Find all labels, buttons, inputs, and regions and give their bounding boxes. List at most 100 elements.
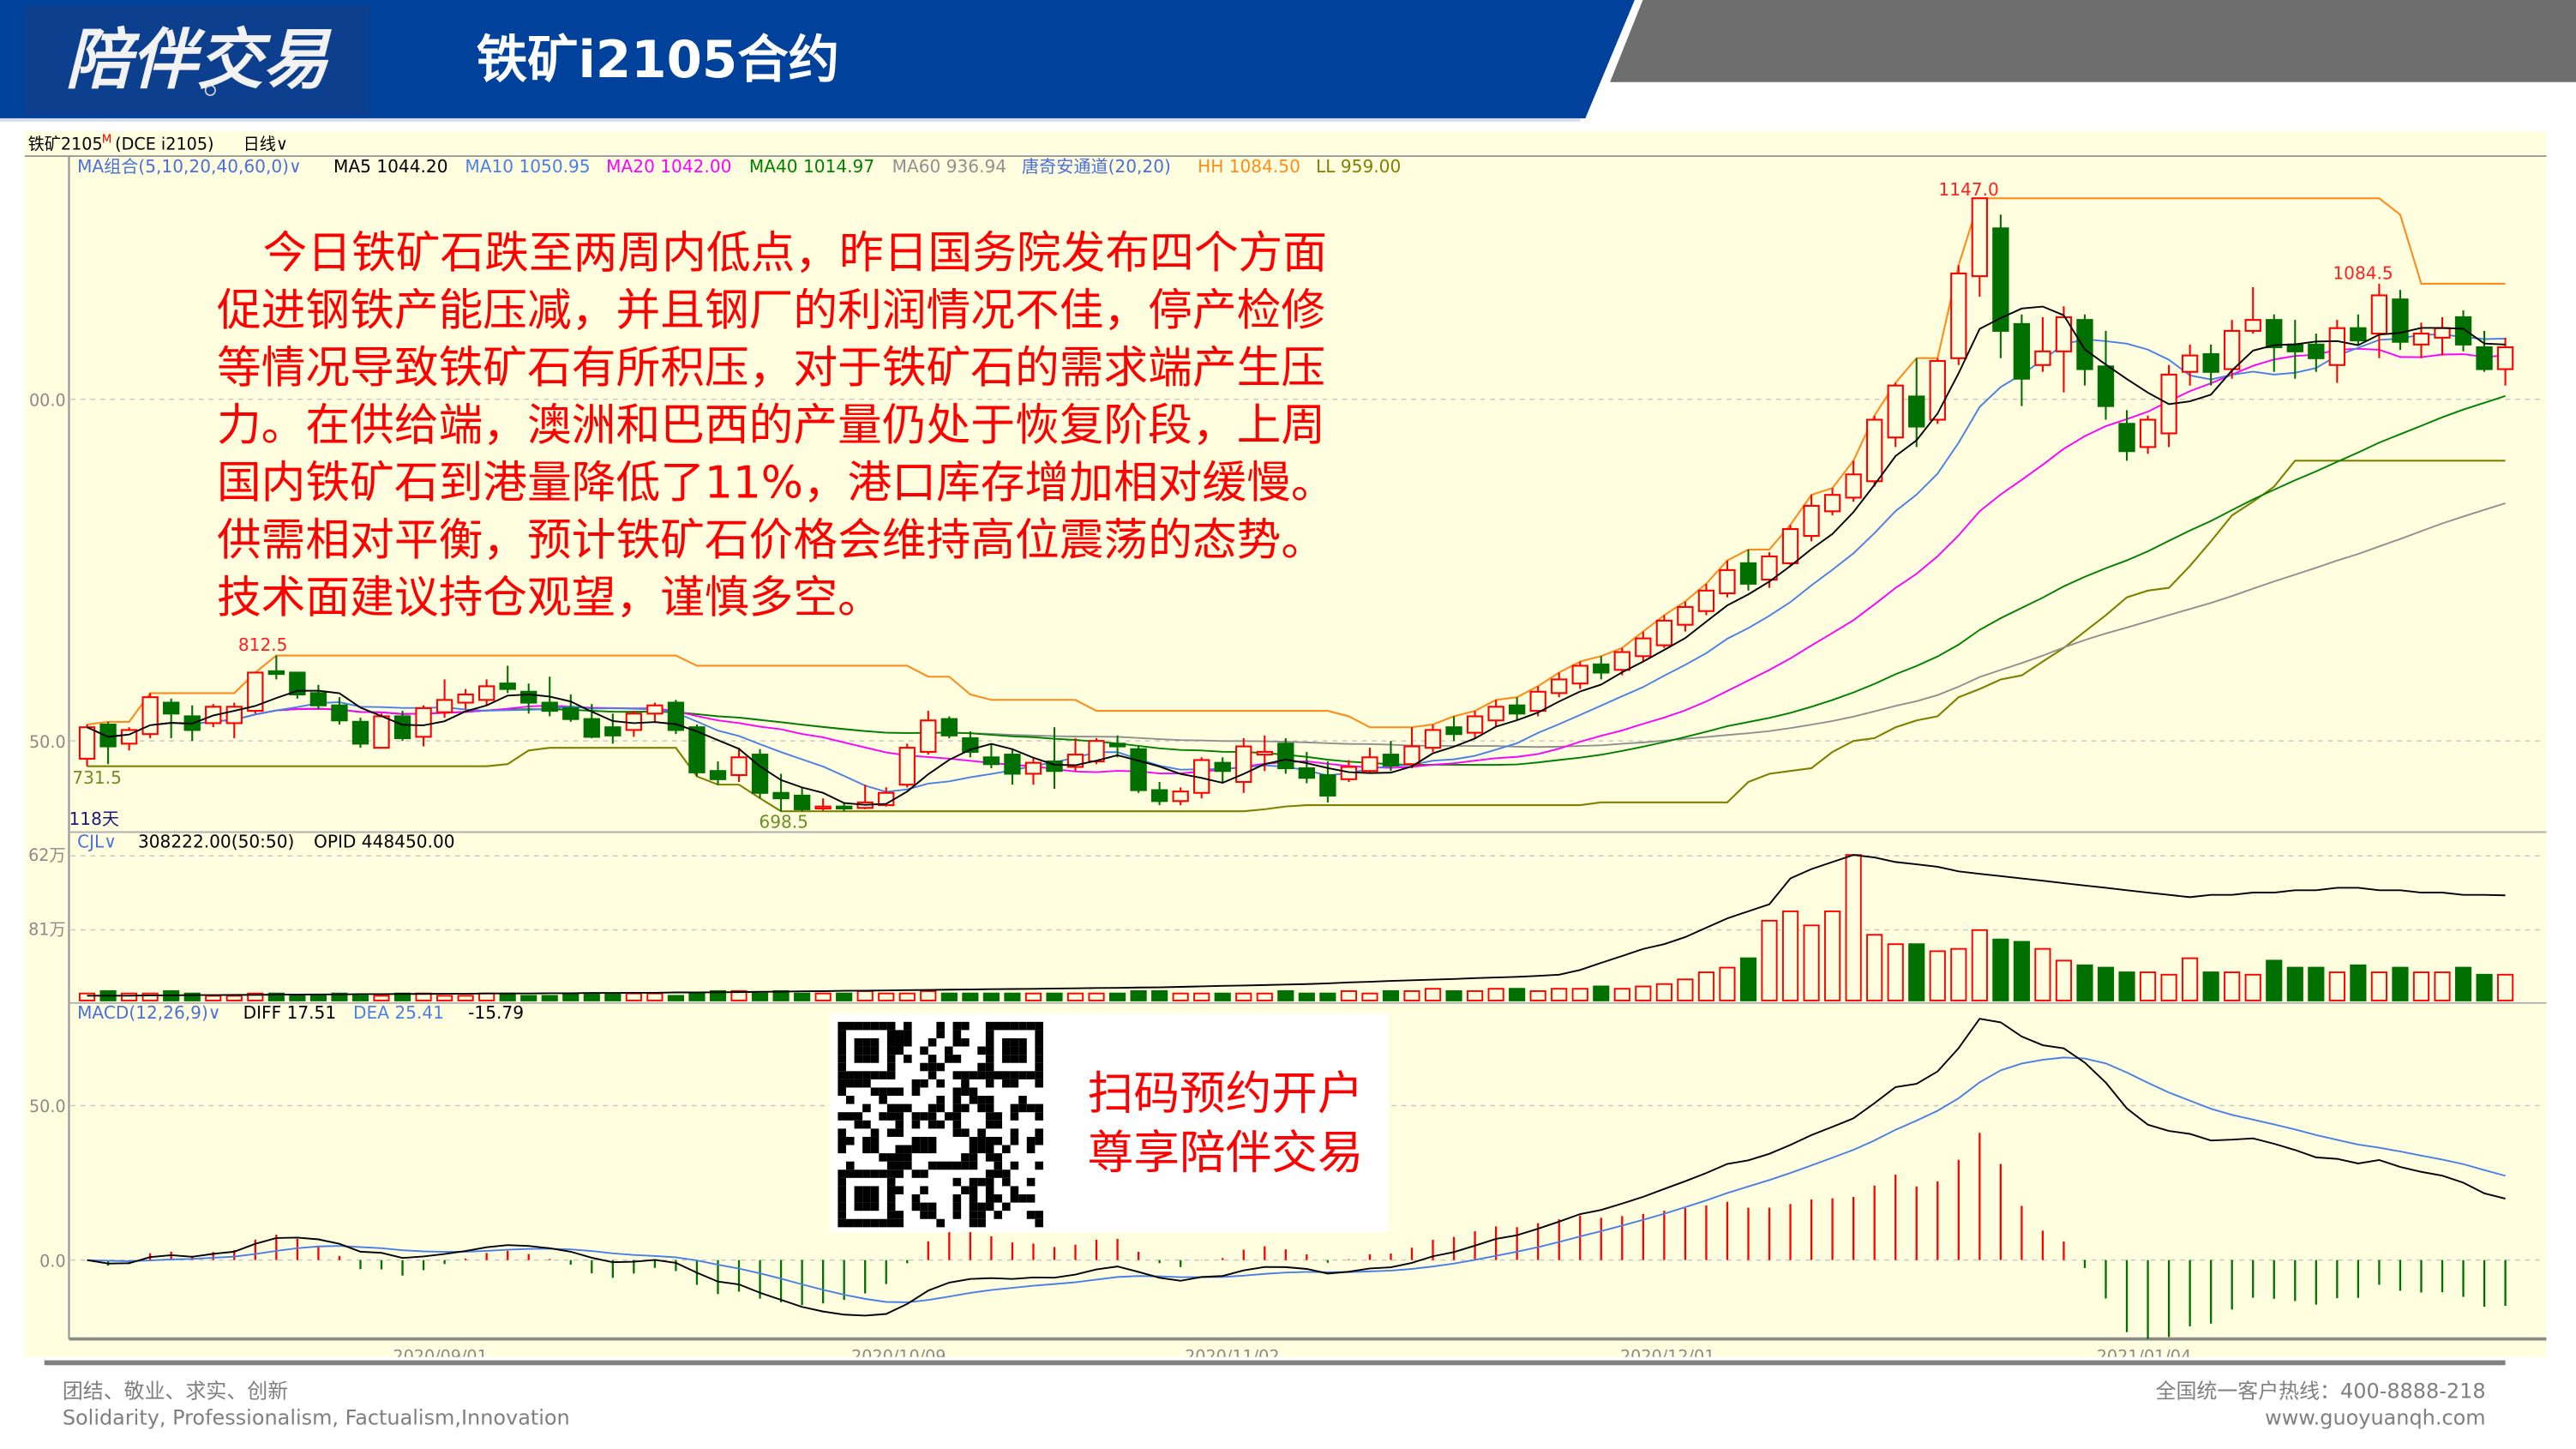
macd-indicator-dropdown[interactable]: MACD(12,26,9)∨ [77, 1002, 220, 1023]
candle[interactable] [1635, 631, 1652, 662]
candle[interactable] [1529, 686, 1546, 717]
period-dropdown[interactable]: 日线∨ [243, 134, 288, 153]
candle[interactable] [1719, 560, 1736, 598]
candle[interactable] [730, 748, 748, 782]
candle[interactable] [2392, 290, 2409, 351]
candle[interactable] [1214, 757, 1231, 782]
candle[interactable] [1845, 460, 1862, 502]
candle[interactable] [751, 749, 769, 799]
candle[interactable] [2224, 320, 2241, 379]
candle[interactable] [1046, 727, 1063, 789]
candle[interactable] [1613, 647, 1630, 676]
candle[interactable] [1865, 415, 1883, 487]
candle[interactable] [1150, 781, 1168, 806]
symbol-label[interactable]: 铁矿2105 [28, 134, 103, 153]
candle[interactable] [1130, 746, 1147, 793]
candle[interactable] [351, 718, 369, 749]
candle[interactable] [1655, 615, 1673, 648]
candle[interactable] [267, 655, 285, 680]
qr-code[interactable] [838, 1021, 1043, 1228]
candle[interactable] [2308, 334, 2325, 372]
candle[interactable] [2202, 344, 2219, 386]
candle[interactable] [1571, 661, 1588, 689]
candle[interactable] [1992, 214, 2009, 358]
candle[interactable] [2118, 410, 2135, 461]
candle[interactable] [920, 711, 937, 755]
candle[interactable] [289, 671, 306, 699]
candle[interactable] [457, 688, 474, 710]
candle[interactable] [2244, 286, 2261, 334]
candle[interactable] [477, 679, 495, 706]
legend-donchian[interactable]: 唐奇安通道(20,20) [1022, 156, 1171, 177]
candle[interactable] [709, 761, 727, 785]
candle[interactable] [1887, 382, 1904, 448]
candle[interactable] [1781, 525, 1799, 567]
macd-panel[interactable] [87, 1018, 2507, 1344]
candle[interactable] [2034, 316, 2051, 372]
candle[interactable] [793, 787, 811, 812]
volume-panel[interactable] [78, 854, 2514, 1001]
candle[interactable] [435, 679, 453, 718]
candle[interactable] [667, 700, 685, 735]
candle[interactable] [393, 711, 411, 742]
candle[interactable] [1403, 727, 1420, 769]
candle[interactable] [2013, 314, 2031, 406]
candle[interactable] [309, 684, 327, 710]
candle[interactable] [2454, 310, 2472, 352]
candle[interactable] [1823, 488, 1841, 516]
candle[interactable] [814, 798, 832, 811]
candle[interactable] [1445, 716, 1462, 742]
candle[interactable] [1298, 751, 1316, 784]
candle[interactable] [898, 743, 916, 788]
candle[interactable] [2076, 314, 2093, 386]
candle[interactable] [1697, 583, 1715, 616]
candle[interactable] [604, 713, 621, 744]
candle[interactable] [2181, 344, 2199, 386]
candle[interactable] [940, 716, 958, 738]
candle[interactable] [1361, 748, 1378, 774]
candle[interactable] [415, 705, 432, 747]
volume-indicator-dropdown[interactable]: CJL∨ [77, 832, 117, 852]
candle[interactable] [1803, 495, 1820, 542]
candle[interactable] [99, 721, 117, 765]
candle[interactable] [1487, 700, 1504, 728]
candle[interactable] [2370, 283, 2388, 358]
candle[interactable] [1508, 697, 1526, 721]
candle[interactable] [982, 743, 1000, 769]
candle[interactable] [1677, 601, 1694, 632]
candle[interactable] [1908, 358, 1925, 448]
candle[interactable] [688, 724, 706, 777]
candle[interactable] [1024, 757, 1042, 785]
price-panel[interactable] [78, 197, 2514, 813]
candle[interactable] [163, 698, 180, 738]
candle[interactable] [2476, 330, 2493, 372]
candle[interactable] [583, 704, 600, 738]
candle[interactable] [2139, 415, 2157, 454]
candle[interactable] [1382, 741, 1400, 772]
candle[interactable] [1971, 197, 1989, 298]
candle[interactable] [331, 697, 348, 725]
candle[interactable] [1256, 735, 1273, 772]
candle[interactable] [1172, 787, 1189, 806]
ma-combo-dropdown[interactable]: MA组合(5,10,20,40,60,0)∨ [77, 156, 302, 177]
candle[interactable] [499, 665, 516, 694]
candle[interactable] [2350, 314, 2367, 345]
candle[interactable] [2055, 306, 2073, 393]
candle[interactable] [1277, 737, 1294, 774]
candle[interactable] [1950, 265, 1967, 365]
candle[interactable] [141, 693, 159, 738]
candle[interactable] [2496, 337, 2514, 386]
candle[interactable] [646, 702, 664, 722]
candle[interactable] [120, 727, 138, 751]
candle[interactable] [2097, 330, 2115, 420]
candle[interactable] [1593, 656, 1610, 680]
candle[interactable] [2328, 320, 2346, 383]
candle[interactable] [1739, 549, 1757, 591]
candle[interactable] [78, 724, 96, 767]
candle[interactable] [1108, 735, 1126, 758]
candle[interactable] [1466, 711, 1484, 738]
candle[interactable] [562, 694, 579, 722]
candle[interactable] [1004, 749, 1021, 785]
candle[interactable] [1551, 672, 1568, 698]
candle[interactable] [2266, 314, 2283, 372]
